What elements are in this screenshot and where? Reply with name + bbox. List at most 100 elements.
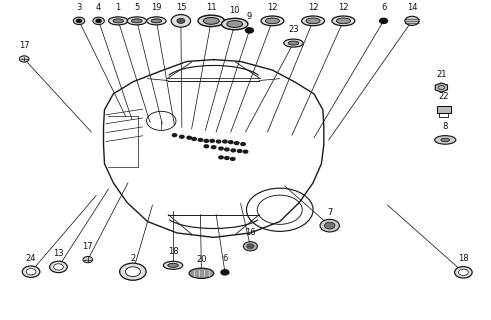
Ellipse shape [164, 261, 183, 269]
Ellipse shape [189, 268, 214, 278]
Text: 8: 8 [442, 122, 448, 131]
Ellipse shape [171, 15, 191, 27]
Circle shape [125, 267, 140, 276]
Circle shape [320, 219, 339, 232]
Bar [436, 106, 451, 113]
Ellipse shape [336, 18, 351, 24]
Text: 17: 17 [82, 242, 93, 251]
Text: 7: 7 [327, 208, 332, 217]
Circle shape [73, 17, 85, 25]
Ellipse shape [301, 16, 325, 26]
Circle shape [204, 140, 209, 142]
Circle shape [223, 140, 227, 143]
Circle shape [459, 269, 468, 276]
Circle shape [77, 19, 82, 22]
Circle shape [225, 148, 229, 151]
Text: 21: 21 [436, 70, 447, 79]
Text: 22: 22 [438, 92, 449, 101]
Ellipse shape [435, 136, 456, 144]
Ellipse shape [177, 18, 185, 23]
Ellipse shape [109, 17, 128, 25]
Circle shape [241, 143, 246, 146]
Circle shape [219, 156, 223, 159]
Circle shape [204, 145, 209, 148]
Text: 5: 5 [134, 3, 139, 12]
Polygon shape [435, 83, 447, 92]
Circle shape [212, 146, 216, 149]
Circle shape [172, 134, 177, 137]
Circle shape [231, 157, 235, 160]
Circle shape [221, 270, 229, 275]
Circle shape [244, 242, 257, 251]
Ellipse shape [332, 16, 355, 26]
Ellipse shape [151, 19, 162, 23]
Text: 12: 12 [267, 3, 278, 12]
Ellipse shape [441, 138, 450, 142]
Ellipse shape [221, 18, 248, 30]
Text: 3: 3 [76, 3, 82, 12]
Text: 18: 18 [458, 254, 469, 263]
Text: 9: 9 [247, 12, 252, 21]
Text: 14: 14 [407, 3, 417, 12]
Circle shape [380, 18, 387, 23]
Text: 12: 12 [338, 3, 349, 12]
Text: 23: 23 [288, 25, 299, 34]
Ellipse shape [265, 18, 279, 24]
Text: 2: 2 [130, 254, 136, 263]
Text: 20: 20 [196, 255, 207, 264]
Ellipse shape [284, 39, 303, 47]
Text: 4: 4 [96, 3, 101, 12]
Circle shape [83, 256, 93, 263]
Text: 18: 18 [168, 247, 178, 256]
Text: 6: 6 [222, 254, 228, 263]
Circle shape [26, 268, 36, 275]
Text: 19: 19 [151, 3, 162, 12]
Circle shape [229, 141, 233, 144]
Circle shape [50, 261, 67, 273]
Circle shape [244, 150, 247, 153]
Circle shape [238, 150, 242, 152]
Ellipse shape [127, 17, 146, 25]
Ellipse shape [168, 263, 178, 267]
Circle shape [180, 135, 184, 138]
Ellipse shape [113, 19, 124, 23]
Circle shape [192, 138, 196, 140]
Text: 16: 16 [245, 228, 256, 237]
Circle shape [120, 263, 146, 280]
Circle shape [219, 147, 223, 150]
Text: 17: 17 [19, 41, 29, 50]
Circle shape [19, 56, 29, 62]
Circle shape [225, 156, 229, 159]
Ellipse shape [147, 17, 166, 25]
Circle shape [246, 28, 253, 33]
Circle shape [96, 19, 101, 22]
Circle shape [217, 140, 221, 143]
Ellipse shape [227, 20, 243, 28]
Text: 12: 12 [308, 3, 318, 12]
Text: 13: 13 [53, 249, 64, 258]
Ellipse shape [288, 41, 299, 45]
Circle shape [325, 222, 335, 229]
Circle shape [54, 264, 63, 270]
Circle shape [210, 140, 215, 142]
Circle shape [198, 139, 203, 141]
Circle shape [22, 266, 40, 277]
Ellipse shape [203, 17, 219, 24]
Circle shape [455, 267, 472, 278]
Text: 1: 1 [115, 3, 121, 12]
Ellipse shape [306, 18, 320, 24]
Ellipse shape [405, 16, 419, 25]
Text: 11: 11 [206, 3, 217, 12]
Circle shape [247, 244, 254, 249]
Ellipse shape [198, 15, 224, 27]
Text: 6: 6 [381, 3, 386, 12]
Text: 10: 10 [229, 6, 240, 15]
Text: 15: 15 [176, 3, 186, 12]
Circle shape [93, 17, 105, 25]
Circle shape [187, 136, 191, 139]
Ellipse shape [261, 16, 284, 26]
Circle shape [231, 149, 236, 152]
Text: 24: 24 [26, 254, 36, 263]
Ellipse shape [132, 19, 142, 23]
Circle shape [235, 142, 239, 145]
